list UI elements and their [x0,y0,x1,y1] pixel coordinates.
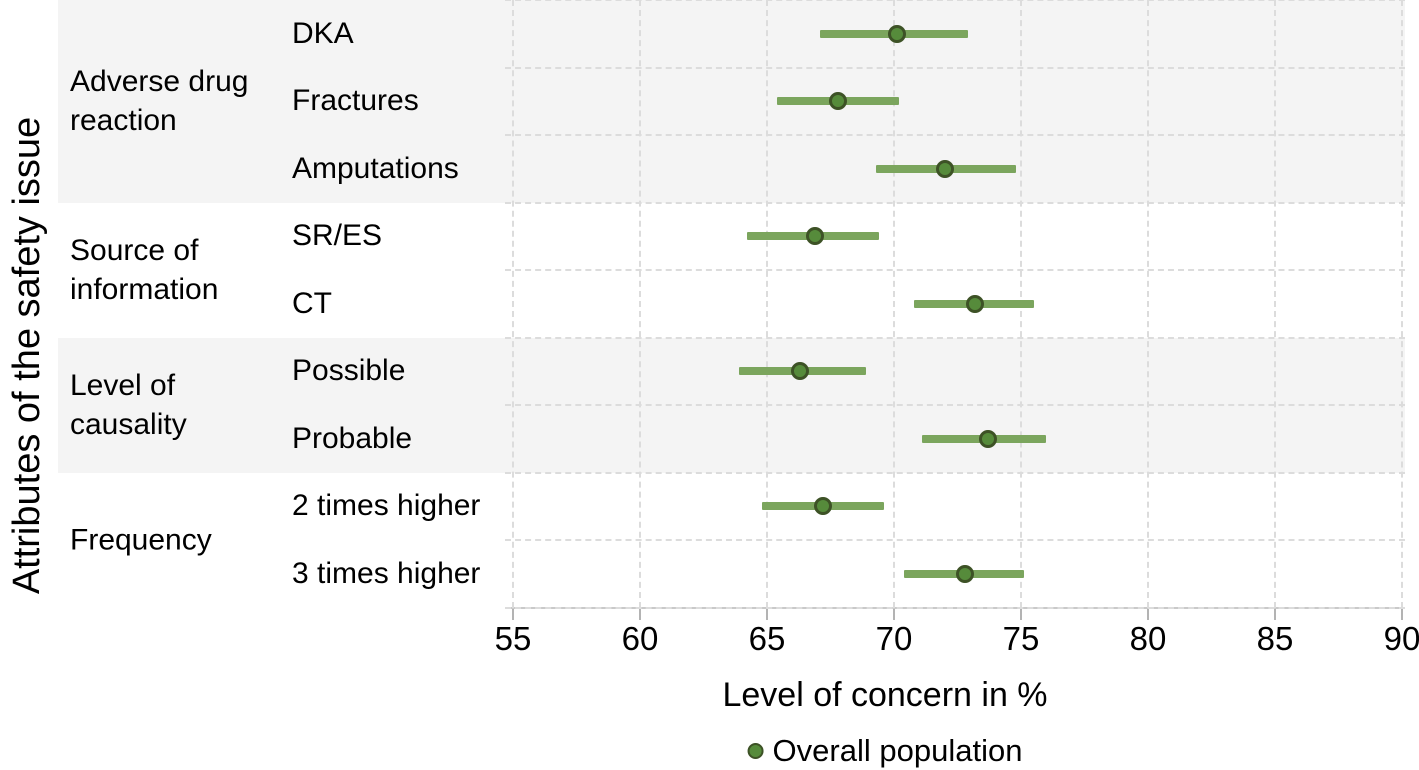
x-tick-label: 60 [621,620,659,657]
horizontal-gridline [505,201,1405,204]
group-label: Source of information [70,234,219,306]
x-tick-label: 90 [1383,620,1419,657]
horizontal-gridline [505,0,1405,1]
vertical-gridline [1401,0,1403,608]
data-point [829,92,848,111]
data-point [956,564,975,583]
row-label: DKA [292,16,354,50]
x-axis-title: Level of concern in % [722,676,1048,714]
horizontal-gridline [505,134,1405,136]
data-point [935,159,954,178]
vertical-gridline [766,0,768,608]
vertical-gridline [639,0,641,608]
x-tick-mark [1274,609,1276,620]
row-label: 3 times higher [292,556,481,590]
data-point [806,227,825,246]
y-axis-title: Attributes of the safety issue [6,116,49,594]
vertical-gridline [893,0,895,608]
data-point [966,294,985,313]
horizontal-gridline [505,269,1405,271]
data-point [791,362,810,381]
x-tick-label: 65 [748,620,786,657]
vertical-gridline [1274,0,1276,608]
x-tick-mark [1401,609,1403,620]
row-label: Probable [292,421,413,455]
group-label: Level of causality [70,369,187,441]
x-tick-label: 55 [494,620,532,657]
row-label: Amputations [292,151,459,185]
group-label: Frequency [70,523,212,557]
row-label: Possible [292,354,406,388]
data-point [887,24,906,43]
data-point [978,429,997,448]
legend-marker-icon [747,743,764,759]
x-tick-mark [512,609,514,620]
legend-label: Overall population [772,733,1023,768]
horizontal-gridline [505,539,1405,541]
x-tick-mark [1147,609,1149,620]
x-tick-mark [639,609,641,620]
horizontal-gridline [505,471,1405,474]
row-label: 2 times higher [292,489,481,523]
legend: Overall population [747,733,1023,769]
x-tick-mark [766,609,768,620]
vertical-gridline [512,0,514,608]
row-label: SR/ES [292,219,383,253]
x-tick-label: 80 [1129,620,1167,657]
data-point [813,497,832,516]
y-axis-title-wrap: Attributes of the safety issue [6,0,50,710]
x-tick-mark [893,609,895,620]
horizontal-gridline [505,404,1405,406]
row-label: Fractures [292,84,419,118]
x-tick-label: 75 [1002,620,1040,657]
plot-panel: Adverse drug reaction Source of informati… [58,0,1419,770]
horizontal-gridline [505,336,1405,339]
horizontal-gridline [505,66,1405,69]
group-band [58,0,1405,203]
x-tick-label: 85 [1256,620,1294,657]
horizontal-gridline [505,606,1405,609]
row-label: CT [292,286,332,320]
x-tick-label: 70 [875,620,913,657]
group-label: Adverse drug reaction [70,65,249,138]
x-tick-mark [1020,609,1022,620]
vertical-gridline [1147,0,1149,608]
